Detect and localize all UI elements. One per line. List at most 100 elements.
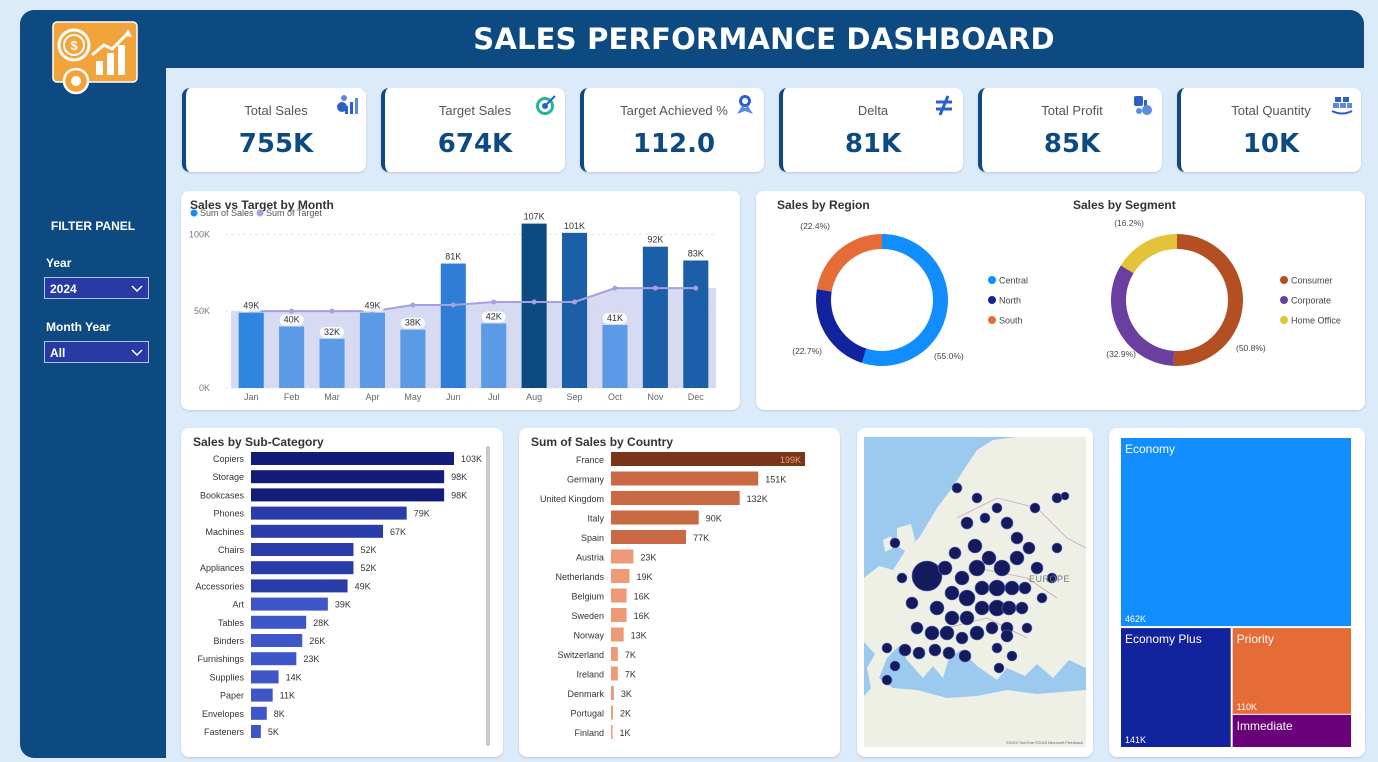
- map-sales-marker[interactable]: [881, 674, 893, 686]
- map-sales-marker[interactable]: [911, 560, 943, 592]
- month-filter-select[interactable]: All: [44, 341, 149, 363]
- country-bar[interactable]: [611, 647, 618, 661]
- treemap-tile-economy-plus[interactable]: [1121, 628, 1231, 747]
- slice-consumer[interactable]: [1173, 234, 1244, 366]
- treemap-tile-priority[interactable]: [1232, 628, 1351, 714]
- sales-bar-jan[interactable]: [238, 312, 264, 388]
- map-sales-marker[interactable]: [985, 621, 999, 635]
- map-sales-marker[interactable]: [937, 560, 953, 576]
- country-bar[interactable]: [611, 452, 805, 466]
- sales-bar-aug[interactable]: [521, 223, 547, 388]
- country-bar[interactable]: [611, 725, 613, 739]
- year-filter-select[interactable]: 2024: [44, 277, 149, 299]
- sales-bar-apr[interactable]: [359, 312, 385, 388]
- map-sales-marker[interactable]: [968, 559, 986, 577]
- map-sales-marker[interactable]: [889, 660, 901, 672]
- country-bar[interactable]: [611, 608, 627, 622]
- map-sales-marker[interactable]: [1018, 581, 1032, 595]
- subcategory-bar[interactable]: [251, 543, 354, 556]
- slice-north[interactable]: [816, 289, 867, 363]
- legend-label[interactable]: North: [999, 296, 1021, 306]
- map-sales-marker[interactable]: [991, 642, 1003, 654]
- map-sales-marker[interactable]: [1021, 622, 1033, 634]
- map-sales-marker[interactable]: [958, 649, 972, 663]
- country-bar[interactable]: [611, 666, 618, 681]
- map-sales-marker[interactable]: [1046, 572, 1058, 584]
- map-sales-marker[interactable]: [1029, 502, 1041, 514]
- map-sales-marker[interactable]: [955, 631, 969, 645]
- legend-label[interactable]: Home Office: [1291, 316, 1341, 326]
- map-sales-marker[interactable]: [974, 600, 990, 616]
- sales-bar-oct[interactable]: [602, 325, 628, 388]
- country-bar[interactable]: [611, 686, 614, 700]
- map-sales-marker[interactable]: [993, 662, 1005, 674]
- map-sales-marker[interactable]: [944, 585, 960, 601]
- map-sales-marker[interactable]: [974, 580, 990, 596]
- map-sales-marker[interactable]: [1000, 629, 1014, 643]
- country-bar[interactable]: [611, 588, 627, 603]
- map-sales-marker[interactable]: [1051, 492, 1063, 504]
- sales-bar-mar[interactable]: [319, 338, 345, 388]
- country-bar[interactable]: [611, 510, 699, 525]
- slice-corporate[interactable]: [1111, 265, 1175, 366]
- map-sales-marker[interactable]: [1060, 491, 1070, 501]
- map-sales-marker[interactable]: [979, 512, 991, 524]
- country-bar[interactable]: [611, 530, 687, 544]
- subcategory-bar[interactable]: [251, 706, 267, 720]
- subcategory-bar[interactable]: [251, 524, 384, 538]
- sales-bar-jun[interactable]: [440, 263, 466, 388]
- map-sales-marker[interactable]: [991, 502, 1003, 514]
- sales-bar-nov[interactable]: [642, 246, 668, 388]
- scrollbar[interactable]: [486, 446, 490, 746]
- map-sales-marker[interactable]: [905, 596, 919, 610]
- country-bar[interactable]: [611, 705, 613, 720]
- map-sales-marker[interactable]: [896, 572, 908, 584]
- slice-home-office[interactable]: [1120, 234, 1177, 274]
- subcategory-bar[interactable]: [251, 615, 307, 629]
- map-sales-marker[interactable]: [889, 537, 901, 549]
- map-sales-marker[interactable]: [1015, 601, 1029, 615]
- map-sales-marker[interactable]: [1022, 541, 1036, 555]
- treemap-tile-economy[interactable]: [1121, 438, 1351, 627]
- legend-label[interactable]: Consumer: [1291, 276, 1333, 286]
- map-sales-marker[interactable]: [881, 642, 893, 654]
- map-sales-marker[interactable]: [1051, 542, 1063, 554]
- country-bar[interactable]: [611, 627, 624, 642]
- sales-bar-sep[interactable]: [562, 232, 588, 388]
- map-sales-marker[interactable]: [939, 625, 955, 641]
- map-sales-marker[interactable]: [1030, 561, 1044, 575]
- subcategory-bar[interactable]: [251, 725, 261, 738]
- treemap-tile-immediate[interactable]: [1232, 714, 1351, 747]
- country-bar[interactable]: [611, 569, 630, 583]
- legend-label[interactable]: Central: [999, 276, 1028, 286]
- legend-label[interactable]: South: [999, 316, 1023, 326]
- map-sales-marker[interactable]: [1006, 650, 1018, 662]
- sales-bar-feb[interactable]: [279, 326, 305, 388]
- subcategory-bar[interactable]: [251, 470, 445, 484]
- sales-bar-jul[interactable]: [481, 323, 507, 388]
- legend-label[interactable]: Corporate: [1291, 296, 1331, 306]
- map-sales-marker[interactable]: [967, 538, 983, 554]
- map-sales-marker[interactable]: [951, 482, 963, 494]
- subcategory-bar[interactable]: [251, 561, 354, 575]
- map-sales-marker[interactable]: [954, 570, 970, 586]
- map-sales-marker[interactable]: [959, 610, 975, 626]
- subcategory-bar[interactable]: [251, 688, 273, 702]
- map-sales-marker[interactable]: [898, 643, 912, 657]
- subcategory-bar[interactable]: [251, 634, 303, 647]
- map-sales-marker[interactable]: [1009, 550, 1025, 566]
- slice-central[interactable]: [861, 234, 948, 366]
- map-sales-marker[interactable]: [924, 625, 940, 641]
- map-sales-marker[interactable]: [969, 625, 985, 641]
- subcategory-bar[interactable]: [251, 452, 454, 465]
- subcategory-bar[interactable]: [251, 488, 445, 502]
- map-sales-marker[interactable]: [1036, 592, 1048, 604]
- country-bar[interactable]: [611, 471, 759, 486]
- country-bar[interactable]: [611, 549, 634, 564]
- subcategory-bar[interactable]: [251, 579, 348, 593]
- map-sales-marker[interactable]: [988, 579, 1006, 597]
- subcategory-bar[interactable]: [251, 506, 407, 520]
- map-sales-marker[interactable]: [981, 550, 997, 566]
- map-sales-marker[interactable]: [942, 646, 956, 660]
- map-sales-marker[interactable]: [1010, 531, 1024, 545]
